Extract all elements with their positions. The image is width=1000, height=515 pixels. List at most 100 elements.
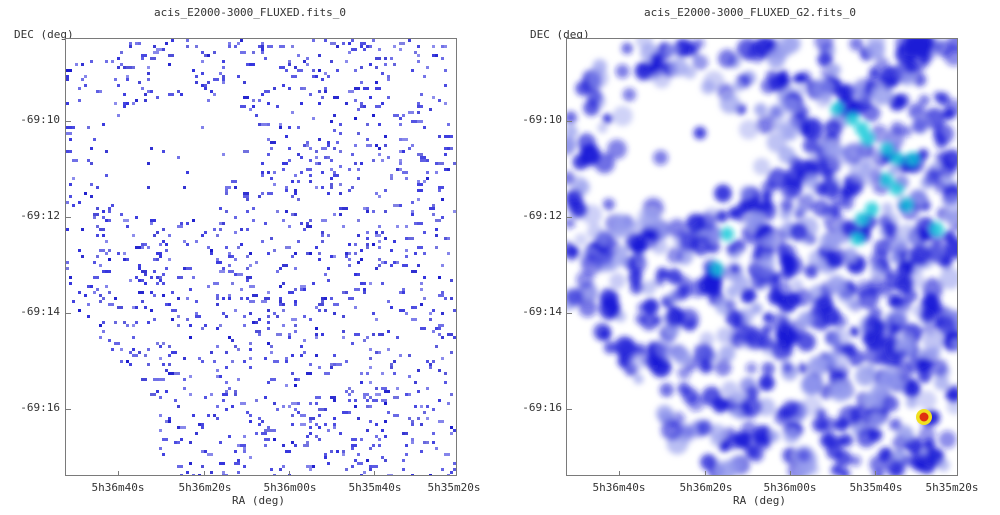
event-pixel <box>93 276 99 279</box>
event-pixel <box>330 186 333 189</box>
event-pixel <box>126 225 129 228</box>
event-pixel <box>330 168 333 171</box>
event-pixel <box>303 60 306 63</box>
event-pixel <box>324 372 330 375</box>
event-pixel <box>183 267 186 270</box>
event-pixel <box>189 324 192 327</box>
event-pixel <box>408 147 411 150</box>
event-pixel <box>282 324 285 327</box>
event-pixel <box>291 423 294 426</box>
event-pixel <box>243 96 249 99</box>
event-pixel <box>393 204 399 207</box>
event-pixel <box>384 135 387 138</box>
event-pixel <box>432 441 435 444</box>
event-pixel <box>264 357 267 360</box>
event-pixel <box>165 249 168 252</box>
event-pixel <box>186 318 189 321</box>
event-pixel <box>279 297 282 300</box>
event-pixel <box>282 84 285 87</box>
event-pixel <box>417 390 420 393</box>
event-pixel <box>417 111 420 114</box>
event-pixel <box>228 264 231 267</box>
event-pixel <box>117 57 120 60</box>
event-pixel <box>360 45 363 48</box>
event-pixel <box>243 465 246 468</box>
event-pixel <box>375 66 378 69</box>
event-pixel <box>381 399 387 402</box>
event-pixel <box>318 252 321 255</box>
event-pixel <box>405 249 408 252</box>
event-pixel <box>234 231 237 234</box>
event-pixel <box>255 261 258 264</box>
flux-blob <box>756 114 776 135</box>
flux-blob <box>602 198 615 211</box>
event-pixel <box>147 162 150 165</box>
event-pixel <box>204 396 207 399</box>
event-pixel <box>285 360 288 363</box>
event-pixel <box>399 150 402 153</box>
event-pixel <box>147 186 150 189</box>
image-canvas[interactable] <box>566 38 958 476</box>
event-pixel <box>186 297 189 300</box>
flux-blob <box>761 223 772 235</box>
event-pixel <box>261 123 267 126</box>
event-pixel <box>210 393 213 396</box>
event-pixel <box>336 141 339 144</box>
event-pixel <box>375 192 378 195</box>
flux-blob <box>888 164 900 176</box>
event-pixel <box>375 105 381 108</box>
event-pixel <box>441 291 444 294</box>
event-pixel <box>222 297 225 300</box>
event-pixel <box>423 159 426 162</box>
event-pixel <box>318 90 321 93</box>
bright-emission-blob <box>860 132 874 146</box>
event-pixel <box>279 126 282 129</box>
event-pixel <box>378 234 381 237</box>
event-pixel <box>198 474 201 475</box>
x-tick-label: 5h36m00s <box>263 481 317 494</box>
event-pixel <box>117 306 123 309</box>
event-pixel <box>435 162 438 165</box>
event-pixel <box>276 105 279 108</box>
event-pixel <box>381 72 384 75</box>
event-pixel <box>162 438 168 441</box>
event-pixel <box>135 321 138 324</box>
event-pixel <box>222 81 225 84</box>
event-pixel <box>186 39 189 42</box>
event-pixel <box>267 381 270 384</box>
event-pixel <box>402 264 408 267</box>
image-canvas[interactable] <box>65 38 457 476</box>
event-pixel <box>381 387 387 390</box>
event-pixel <box>318 426 321 429</box>
event-pixel <box>66 267 69 270</box>
event-pixel <box>345 390 348 393</box>
flux-blob <box>917 390 937 410</box>
event-pixel <box>336 69 339 72</box>
event-pixel <box>408 375 411 378</box>
event-pixel <box>453 309 456 312</box>
flux-blob <box>945 99 957 117</box>
event-pixel <box>228 270 234 273</box>
event-pixel <box>264 396 267 399</box>
flux-blob <box>718 345 736 362</box>
event-pixel <box>66 102 69 105</box>
event-pixel <box>444 381 447 384</box>
event-pixel <box>222 312 225 315</box>
event-pixel <box>405 225 408 228</box>
event-pixel <box>309 420 312 423</box>
event-pixel <box>390 177 393 180</box>
event-pixel <box>330 177 333 180</box>
flux-blob <box>693 343 714 364</box>
event-pixel <box>99 249 105 252</box>
panel-title: acis_E2000-3000_FLUXED_G2.fits_0 <box>644 6 856 19</box>
event-pixel <box>72 126 75 129</box>
event-pixel <box>261 171 264 174</box>
event-pixel <box>201 51 204 54</box>
event-pixel <box>435 345 438 348</box>
event-pixel <box>132 348 135 351</box>
event-pixel <box>213 282 219 285</box>
event-pixel <box>93 138 96 141</box>
event-pixel <box>267 171 270 174</box>
event-pixel <box>294 267 297 270</box>
event-pixel <box>438 99 441 102</box>
